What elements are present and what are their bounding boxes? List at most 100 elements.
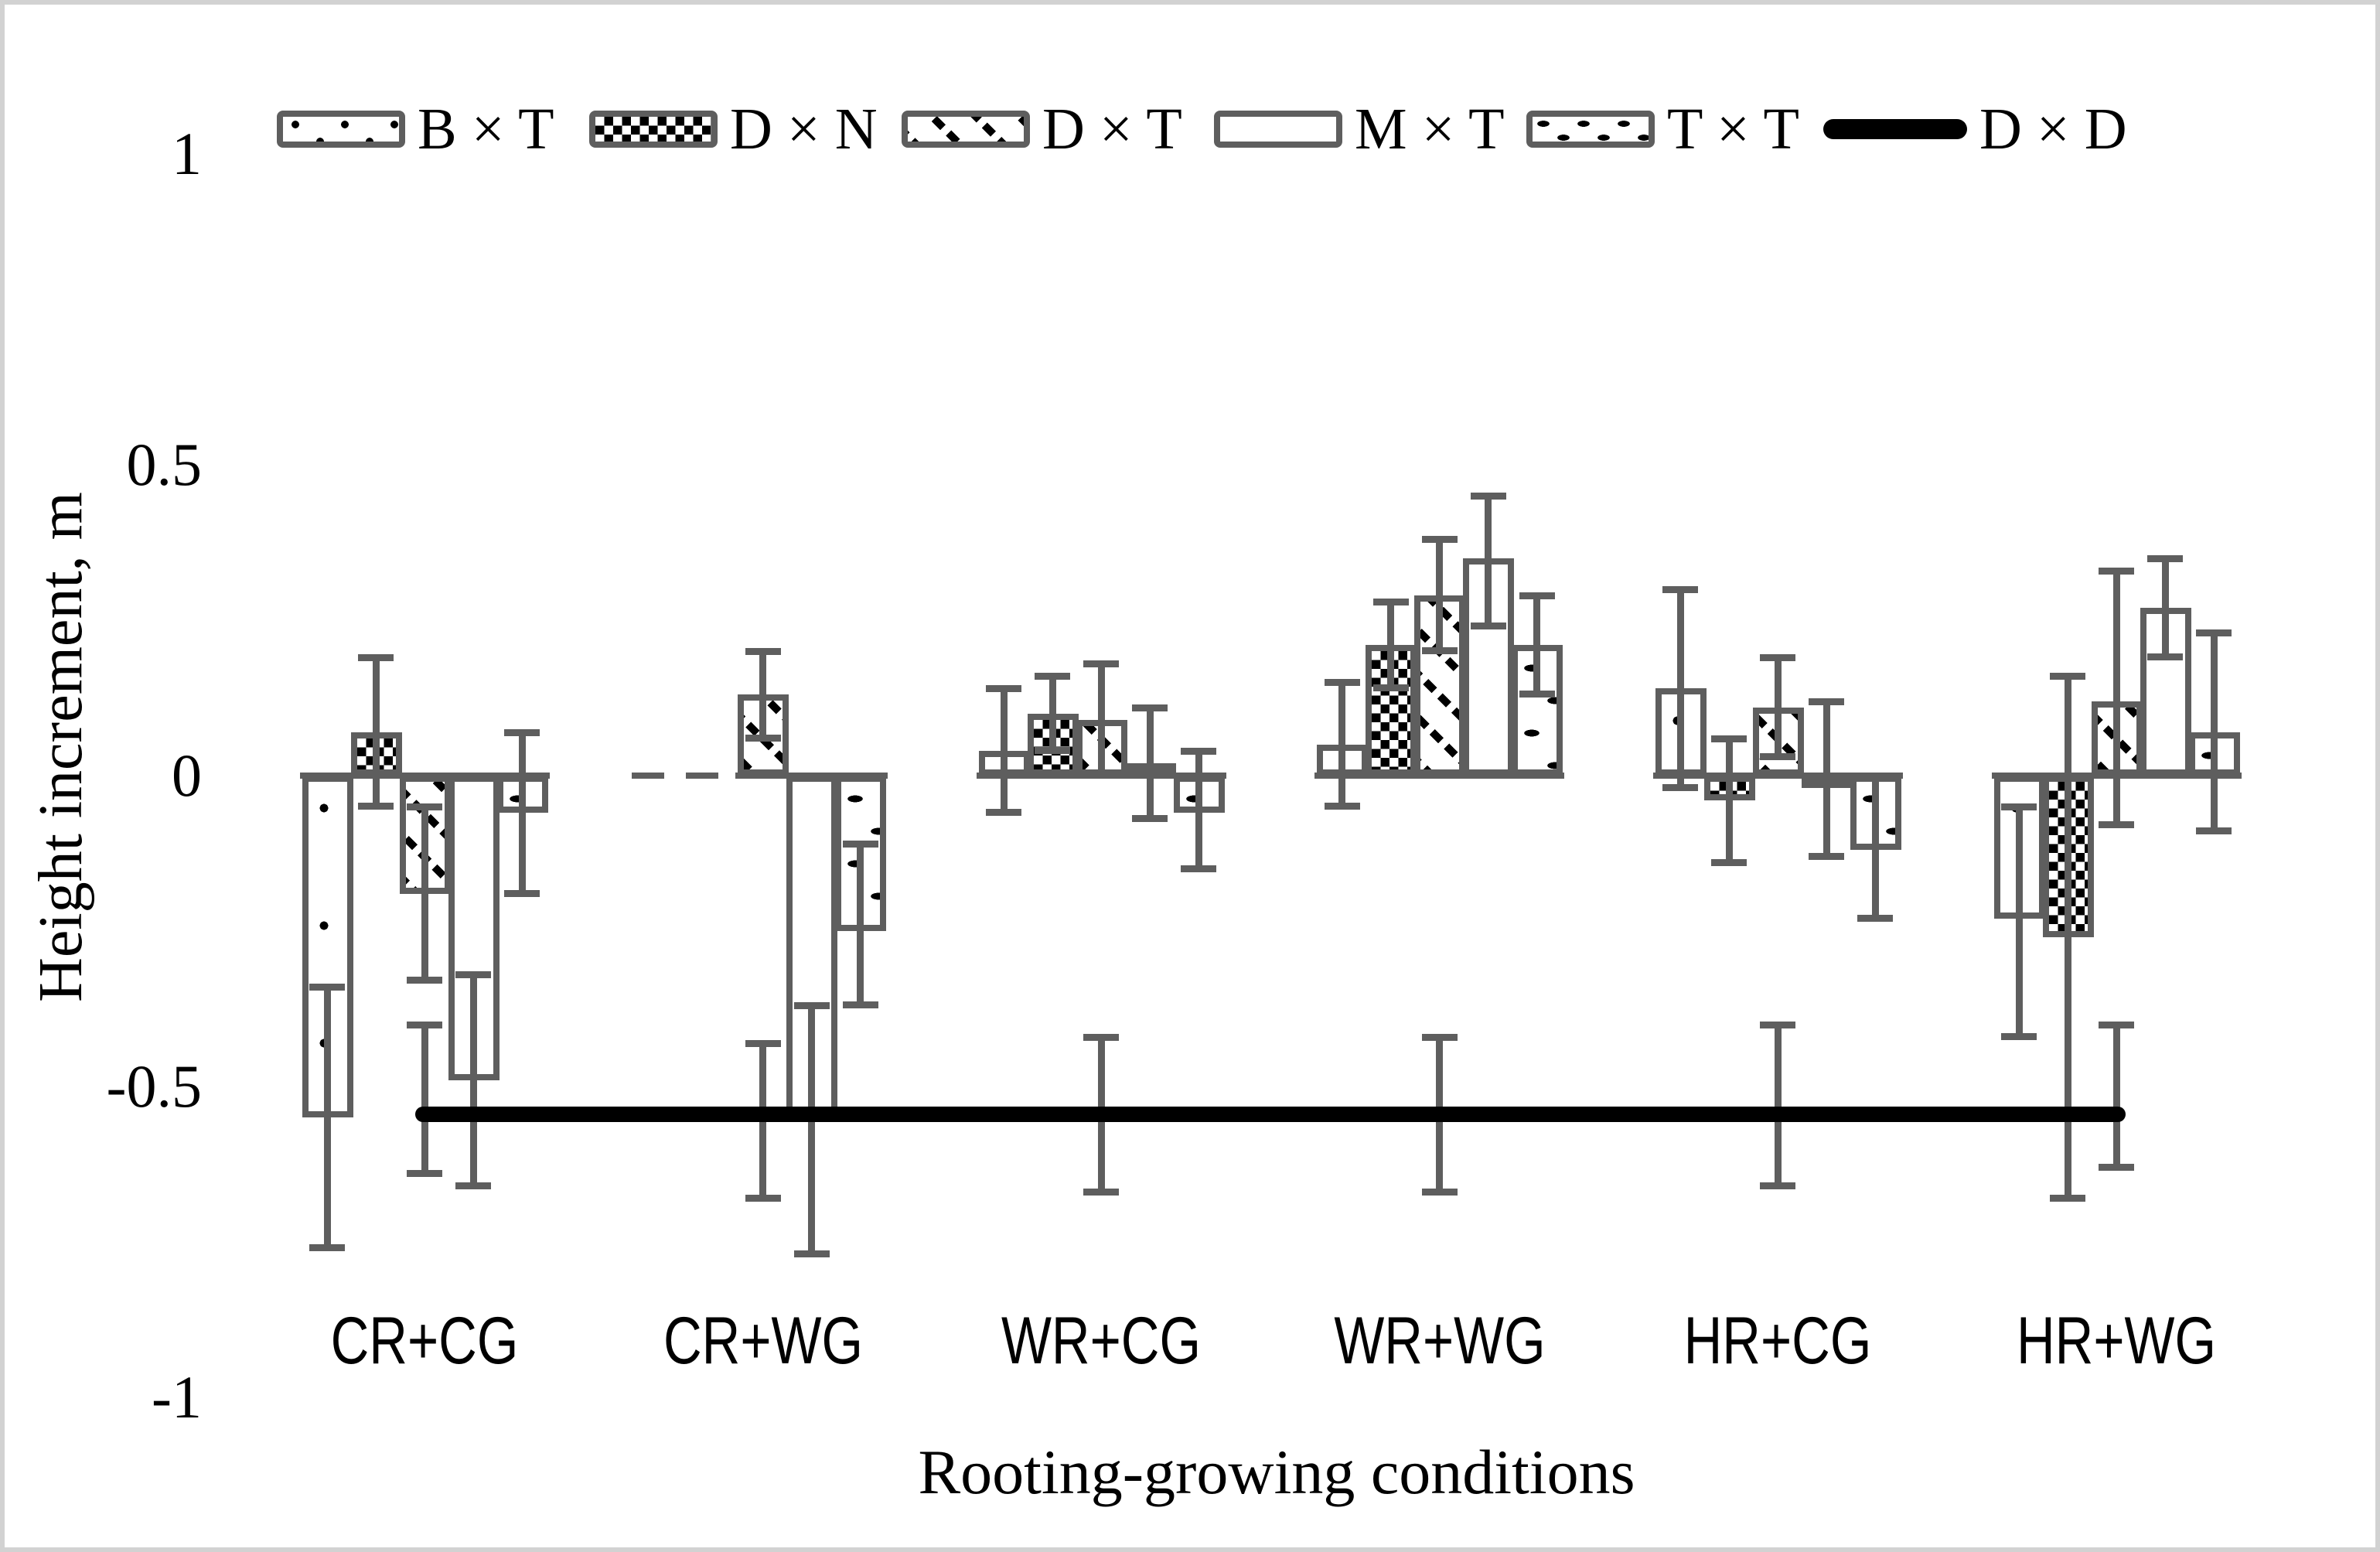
- dd-error-bar: [421, 1024, 428, 1174]
- error-bar-cap: [407, 977, 442, 984]
- error-bar: [1338, 682, 1346, 807]
- error-bar-cap: [1519, 592, 1555, 599]
- error-bar: [759, 651, 767, 738]
- error-bar-cap: [1372, 684, 1409, 692]
- error-bar: [2161, 558, 2169, 658]
- legend-item: B × T: [277, 98, 554, 160]
- error-bar-cap: [1181, 865, 1217, 872]
- error-bar-cap: [2001, 1032, 2037, 1040]
- dd-error-bar-cap: [1421, 1033, 1458, 1041]
- legend-item: M × T: [1214, 98, 1505, 160]
- error-bar: [2064, 676, 2071, 1199]
- error-bar-cap: [2050, 673, 2085, 680]
- error-bar-cap: [793, 1002, 830, 1010]
- error-bar-cap: [1132, 704, 1168, 711]
- zero-baseline: [1652, 773, 1903, 779]
- category-label: WR+WG: [1334, 1304, 1546, 1378]
- error-bar: [1146, 707, 1154, 820]
- error-bar: [2112, 570, 2120, 826]
- legend-pattern-swatch-icon: [589, 111, 718, 148]
- error-bar-cap: [1324, 679, 1360, 687]
- error-bar-cap: [1372, 598, 1409, 605]
- error-bar-cap: [407, 803, 442, 811]
- error-bar-cap: [1809, 852, 1845, 860]
- error-bar-cap: [745, 648, 781, 656]
- dd-error-bar-cap: [1760, 1182, 1796, 1189]
- error-bar-cap: [2196, 629, 2232, 637]
- y-tick-label: 0: [172, 742, 202, 809]
- error-bar: [372, 657, 380, 807]
- dd-error-bar-cap: [1760, 1021, 1796, 1028]
- dd-error-bar: [1774, 1024, 1782, 1186]
- category-label: CR+CG: [330, 1304, 519, 1378]
- error-bar-cap: [1181, 747, 1217, 755]
- dd-error-bar-cap: [745, 1039, 781, 1047]
- error-bar: [1871, 776, 1879, 919]
- error-bar-cap: [1035, 673, 1071, 680]
- error-bar-cap: [745, 734, 781, 742]
- error-bar: [1048, 676, 1056, 751]
- category-label: WR+CG: [1001, 1304, 1202, 1378]
- error-bar-cap: [504, 728, 540, 736]
- error-bar-cap: [1809, 698, 1845, 705]
- category-label: HR+WG: [2017, 1304, 2216, 1378]
- error-bar: [469, 974, 477, 1186]
- error-bar-cap: [1083, 660, 1120, 668]
- error-bar: [1000, 688, 1008, 814]
- error-bar-cap: [1519, 691, 1555, 698]
- error-bar-cap: [358, 654, 394, 662]
- bar-bxt: [302, 776, 353, 1118]
- error-bar-cap: [1132, 815, 1168, 823]
- dd-error-bar-cap: [1421, 1188, 1458, 1196]
- error-bar: [2210, 633, 2218, 832]
- y-tick-label: 0.5: [126, 431, 203, 498]
- error-bar-cap: [1857, 773, 1894, 779]
- chart-legend: B × T D × N D × T M × T T × T D × D: [5, 5, 2375, 182]
- error-bar-cap: [2099, 567, 2134, 575]
- error-bar: [518, 732, 526, 894]
- error-bar: [1676, 588, 1684, 789]
- legend-item: T × T: [1526, 98, 1799, 160]
- error-bar: [1097, 663, 1105, 776]
- dd-error-bar-cap: [407, 1021, 442, 1028]
- error-bar: [1387, 601, 1395, 689]
- error-bar-cap: [1662, 585, 1699, 593]
- zero-baseline-dashed: [632, 773, 738, 779]
- zero-baseline: [1314, 773, 1565, 779]
- error-bar-cap: [1857, 914, 1894, 922]
- error-bar-cap: [842, 1001, 878, 1009]
- error-bar-cap: [2147, 653, 2183, 661]
- error-bar-cap: [986, 809, 1022, 817]
- error-bar-cap: [793, 1250, 830, 1258]
- error-bar-cap: [455, 971, 491, 979]
- legend-line-swatch-icon: [1823, 119, 1967, 139]
- x-axis-title: Rooting-growing conditions: [918, 1437, 1635, 1507]
- error-bar-cap: [1470, 493, 1506, 500]
- error-bar: [1533, 595, 1541, 695]
- error-bar-cap: [1421, 647, 1458, 655]
- error-bar: [1195, 750, 1202, 869]
- error-bar-cap: [309, 1244, 345, 1252]
- error-bar-cap: [1662, 784, 1699, 792]
- error-bar-cap: [986, 685, 1022, 693]
- dd-line-series: [415, 1107, 2126, 1123]
- error-bar-cap: [1711, 858, 1747, 866]
- legend-item: D × D: [1823, 98, 2127, 160]
- error-bar: [808, 1005, 816, 1255]
- error-bar-cap: [2099, 821, 2134, 829]
- dd-error-bar-cap: [2099, 1163, 2134, 1171]
- error-bar-cap: [1083, 772, 1120, 779]
- dd-error-bar-cap: [1083, 1033, 1120, 1041]
- error-bar: [1436, 539, 1444, 652]
- legend-label: B × T: [418, 97, 554, 162]
- legend-label: D × N: [730, 97, 878, 162]
- legend-pattern-swatch-icon: [277, 111, 405, 148]
- error-bar-cap: [842, 841, 878, 848]
- error-bar-cap: [1035, 746, 1071, 754]
- y-tick-label: -0.5: [106, 1052, 202, 1120]
- error-bar-cap: [1470, 623, 1506, 630]
- error-bar: [1823, 701, 1830, 857]
- legend-item: D × T: [902, 98, 1182, 160]
- error-bar: [1725, 738, 1733, 863]
- plot-area: 1 0.5 0 -0.5 -1 CR+CG CR+WG WR+CG WR+WG HR+CG HR+W…: [5, 5, 2375, 1547]
